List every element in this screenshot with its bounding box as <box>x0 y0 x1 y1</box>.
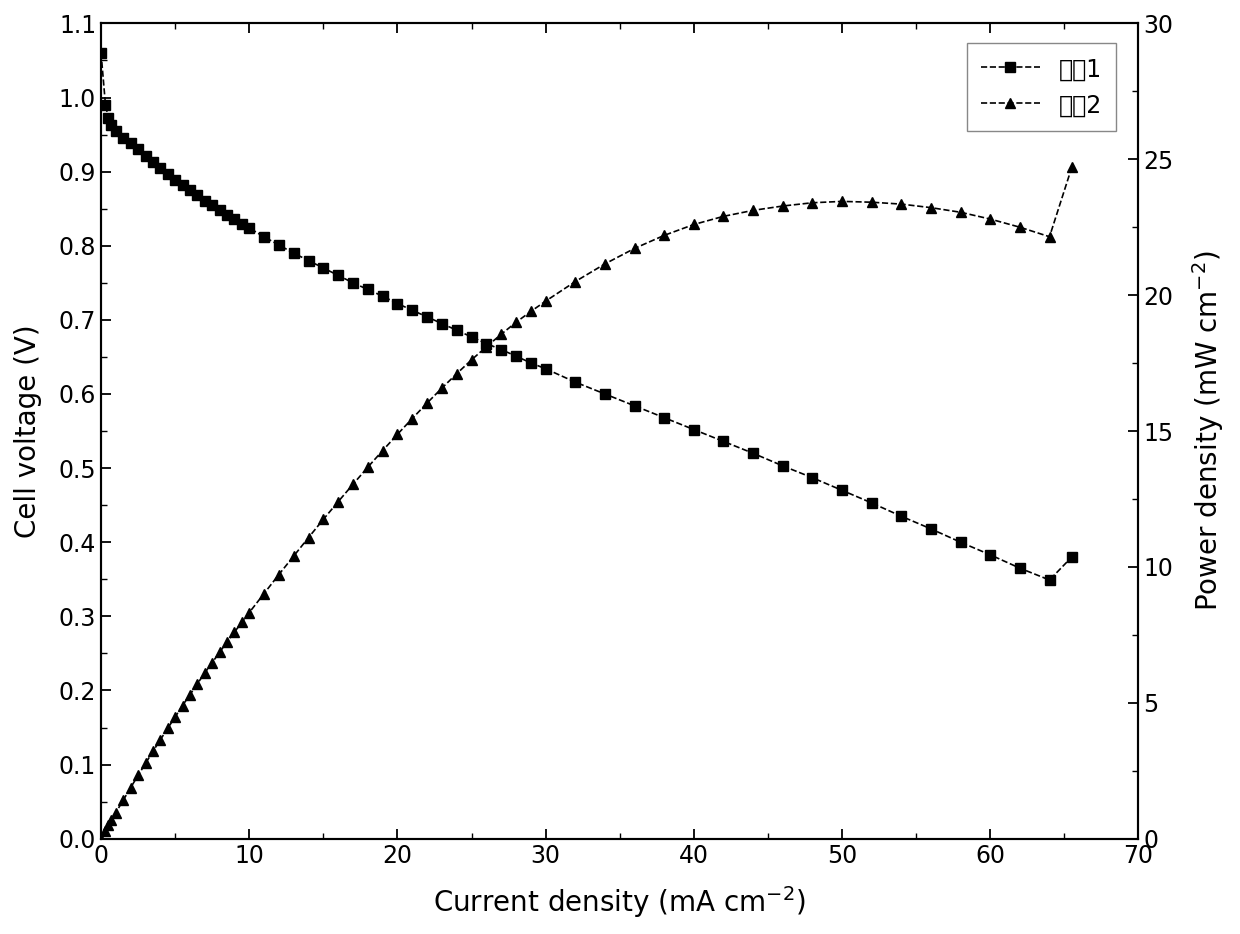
曲线1 <box>391 298 405 309</box>
曲线1 <box>1064 551 1079 562</box>
X-axis label: Current density (mA cm$^{-2}$): Current density (mA cm$^{-2}$) <box>433 884 806 920</box>
Y-axis label: Cell voltage (V): Cell voltage (V) <box>14 324 42 538</box>
曲线1 <box>234 218 249 229</box>
曲线1 <box>182 185 197 196</box>
曲线2 <box>835 196 849 207</box>
曲线2 <box>391 429 405 440</box>
Line: 曲线2: 曲线2 <box>97 163 1076 843</box>
曲线2 <box>449 368 464 379</box>
曲线2 <box>182 689 197 700</box>
曲线1 <box>93 48 108 59</box>
曲线1 <box>449 325 464 336</box>
曲线2 <box>234 616 249 628</box>
曲线1 <box>167 174 182 185</box>
曲线1 <box>1042 574 1056 586</box>
曲线2 <box>1064 162 1079 173</box>
曲线1 <box>835 485 849 496</box>
Legend: 曲线1, 曲线2: 曲线1, 曲线2 <box>967 43 1116 132</box>
Y-axis label: Power density (mW cm$^{-2}$): Power density (mW cm$^{-2}$) <box>1190 250 1226 612</box>
曲线2 <box>93 833 108 844</box>
Line: 曲线1: 曲线1 <box>97 49 1076 585</box>
曲线2 <box>167 712 182 723</box>
